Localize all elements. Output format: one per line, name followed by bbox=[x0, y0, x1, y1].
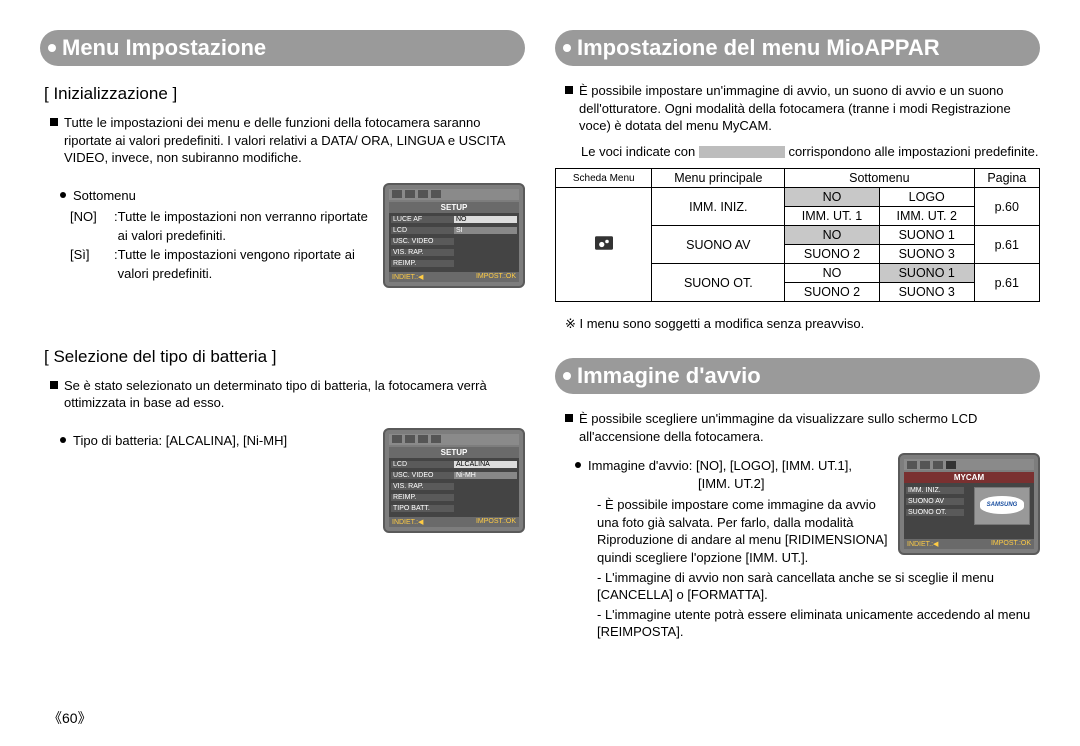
no-val: Tutte le impostazioni non verranno ripor… bbox=[118, 208, 373, 246]
sc1-title: SETUP bbox=[389, 202, 519, 213]
cell-sub: SUONO 1 bbox=[879, 226, 974, 245]
sc2-foot-r: IMPOST.:OK bbox=[476, 518, 516, 526]
sc3-foot-r: IMPOST.:OK bbox=[991, 540, 1031, 548]
dot-bullet-icon bbox=[60, 192, 66, 198]
r-para1-text: È possibile impostare un'immagine di avv… bbox=[579, 82, 1040, 135]
dot-bullet-icon bbox=[60, 437, 66, 443]
th-menu: Menu principale bbox=[652, 169, 785, 188]
cell-sub: SUONO 2 bbox=[785, 283, 880, 302]
square-bullet-icon bbox=[50, 381, 58, 389]
square-bullet-icon bbox=[565, 414, 573, 422]
cell-sub: SUONO 3 bbox=[879, 283, 974, 302]
sec1-para: Tutte le impostazioni dei menu e delle f… bbox=[50, 114, 525, 167]
avvio-line1: Immagine d'avvio: [NO], [LOGO], [IMM. UT… bbox=[588, 458, 852, 473]
header-right2-text: Immagine d'avvio bbox=[577, 363, 761, 389]
si-val: Tutte le impostazioni vengono riportate … bbox=[118, 246, 373, 284]
sottomenu-text: Sottomenu bbox=[73, 187, 136, 205]
cell-page: p.60 bbox=[974, 188, 1039, 226]
header-left-text: Menu Impostazione bbox=[62, 35, 266, 61]
cell-sub: SUONO 1 bbox=[879, 264, 974, 283]
r-para1: È possibile impostare un'immagine di avv… bbox=[565, 82, 1040, 135]
modifica-note: ※ I menu sono soggetti a modifica senza … bbox=[565, 316, 1040, 332]
sec2-para-text: Se è stato selezionato un determinato ti… bbox=[64, 377, 525, 412]
cell-sub: IMM. UT. 2 bbox=[879, 207, 974, 226]
cell-sub: NO bbox=[785, 226, 880, 245]
cell-sub: SUONO 2 bbox=[785, 245, 880, 264]
sc3-title: MYCAM bbox=[904, 472, 1034, 483]
cell-mp: SUONO AV bbox=[652, 226, 785, 264]
square-bullet-icon bbox=[565, 86, 573, 94]
avvio-line2: [IMM. UT.2] bbox=[698, 475, 764, 493]
cell-page: p.61 bbox=[974, 264, 1039, 302]
dot-bullet-icon bbox=[575, 462, 581, 468]
sec1-para-text: Tutte le impostazioni dei menu e delle f… bbox=[64, 114, 525, 167]
cell-sub: LOGO bbox=[879, 188, 974, 207]
sec1-title: [ Inizializzazione ] bbox=[44, 84, 525, 104]
si-key: [Sì] bbox=[70, 246, 114, 284]
square-bullet-icon bbox=[50, 118, 58, 126]
chip-after: corrispondono alle impostazioni predefin… bbox=[788, 144, 1038, 159]
cell-sub: IMM. UT. 1 bbox=[785, 207, 880, 226]
cell-sub: SUONO 3 bbox=[879, 245, 974, 264]
header-pill-right2: Immagine d'avvio bbox=[555, 358, 1040, 394]
th-pagina: Pagina bbox=[974, 169, 1039, 188]
sc3-foot-l: INDIET.:◀ bbox=[907, 540, 938, 548]
header-pill-left: Menu Impostazione bbox=[40, 30, 525, 66]
cell-page: p.61 bbox=[974, 226, 1039, 264]
screenshot-setup-2: SETUP LCDALCALINAUSC. VIDEONi-MHVIS. RAP… bbox=[383, 428, 525, 533]
sottomenu-label: Sottomenu bbox=[60, 187, 373, 205]
sec2-title: [ Selezione del tipo di batteria ] bbox=[44, 347, 525, 367]
sec2-para: Se è stato selezionato un determinato ti… bbox=[50, 377, 525, 412]
th-scheda: Scheda Menu bbox=[556, 169, 652, 188]
sc1-foot-l: INDIET.:◀ bbox=[392, 273, 423, 281]
screenshot-setup-1: SETUP LUCE AFNOLCDSIUSC. VIDEOVIS. RAP.R… bbox=[383, 183, 525, 288]
page-number: 《60》 bbox=[48, 708, 92, 728]
header-pill-right1: Impostazione del menu MioAPPAR bbox=[555, 30, 1040, 66]
no-key: [NO] bbox=[70, 208, 114, 246]
cell-sub: NO bbox=[785, 264, 880, 283]
chip-before: Le voci indicate con bbox=[581, 144, 695, 159]
screenshot-mycam: MYCAM SAMSUNG IMM. INIZ.SUONO AVSUONO OT… bbox=[898, 453, 1040, 555]
r-para2: È possibile scegliere un'immagine da vis… bbox=[565, 410, 1040, 445]
grey-chip bbox=[699, 146, 785, 158]
sc2-title: SETUP bbox=[389, 447, 519, 458]
cell-mp: SUONO OT. bbox=[652, 264, 785, 302]
th-sotto: Sottomenu bbox=[785, 169, 974, 188]
tipo-batteria: Tipo di batteria: [ALCALINA], [Ni-MH] bbox=[60, 432, 373, 450]
mycam-icon bbox=[556, 188, 652, 302]
cell-mp: IMM. INIZ. bbox=[652, 188, 785, 226]
r-para2-text: È possibile scegliere un'immagine da vis… bbox=[579, 410, 1040, 445]
tipo-text: Tipo di batteria: [ALCALINA], [Ni-MH] bbox=[73, 432, 287, 450]
header-right1-text: Impostazione del menu MioAPPAR bbox=[577, 35, 940, 61]
pagenum-val: 60 bbox=[62, 710, 78, 726]
sc2-foot-l: INDIET.:◀ bbox=[392, 518, 423, 526]
chip-line: Le voci indicate con corrispondono alle … bbox=[581, 143, 1040, 161]
avvio-bullet: Immagine d'avvio: [NO], [LOGO], [IMM. UT… bbox=[575, 457, 888, 492]
settings-table: Scheda Menu Menu principale Sottomenu Pa… bbox=[555, 168, 1040, 302]
dash-3: - L'immagine utente potrà essere elimina… bbox=[597, 606, 1040, 641]
cell-sub: NO bbox=[785, 188, 880, 207]
sc1-foot-r: IMPOST.:OK bbox=[476, 273, 516, 281]
dash-2: - L'immagine di avvio non sarà cancellat… bbox=[597, 569, 1040, 604]
